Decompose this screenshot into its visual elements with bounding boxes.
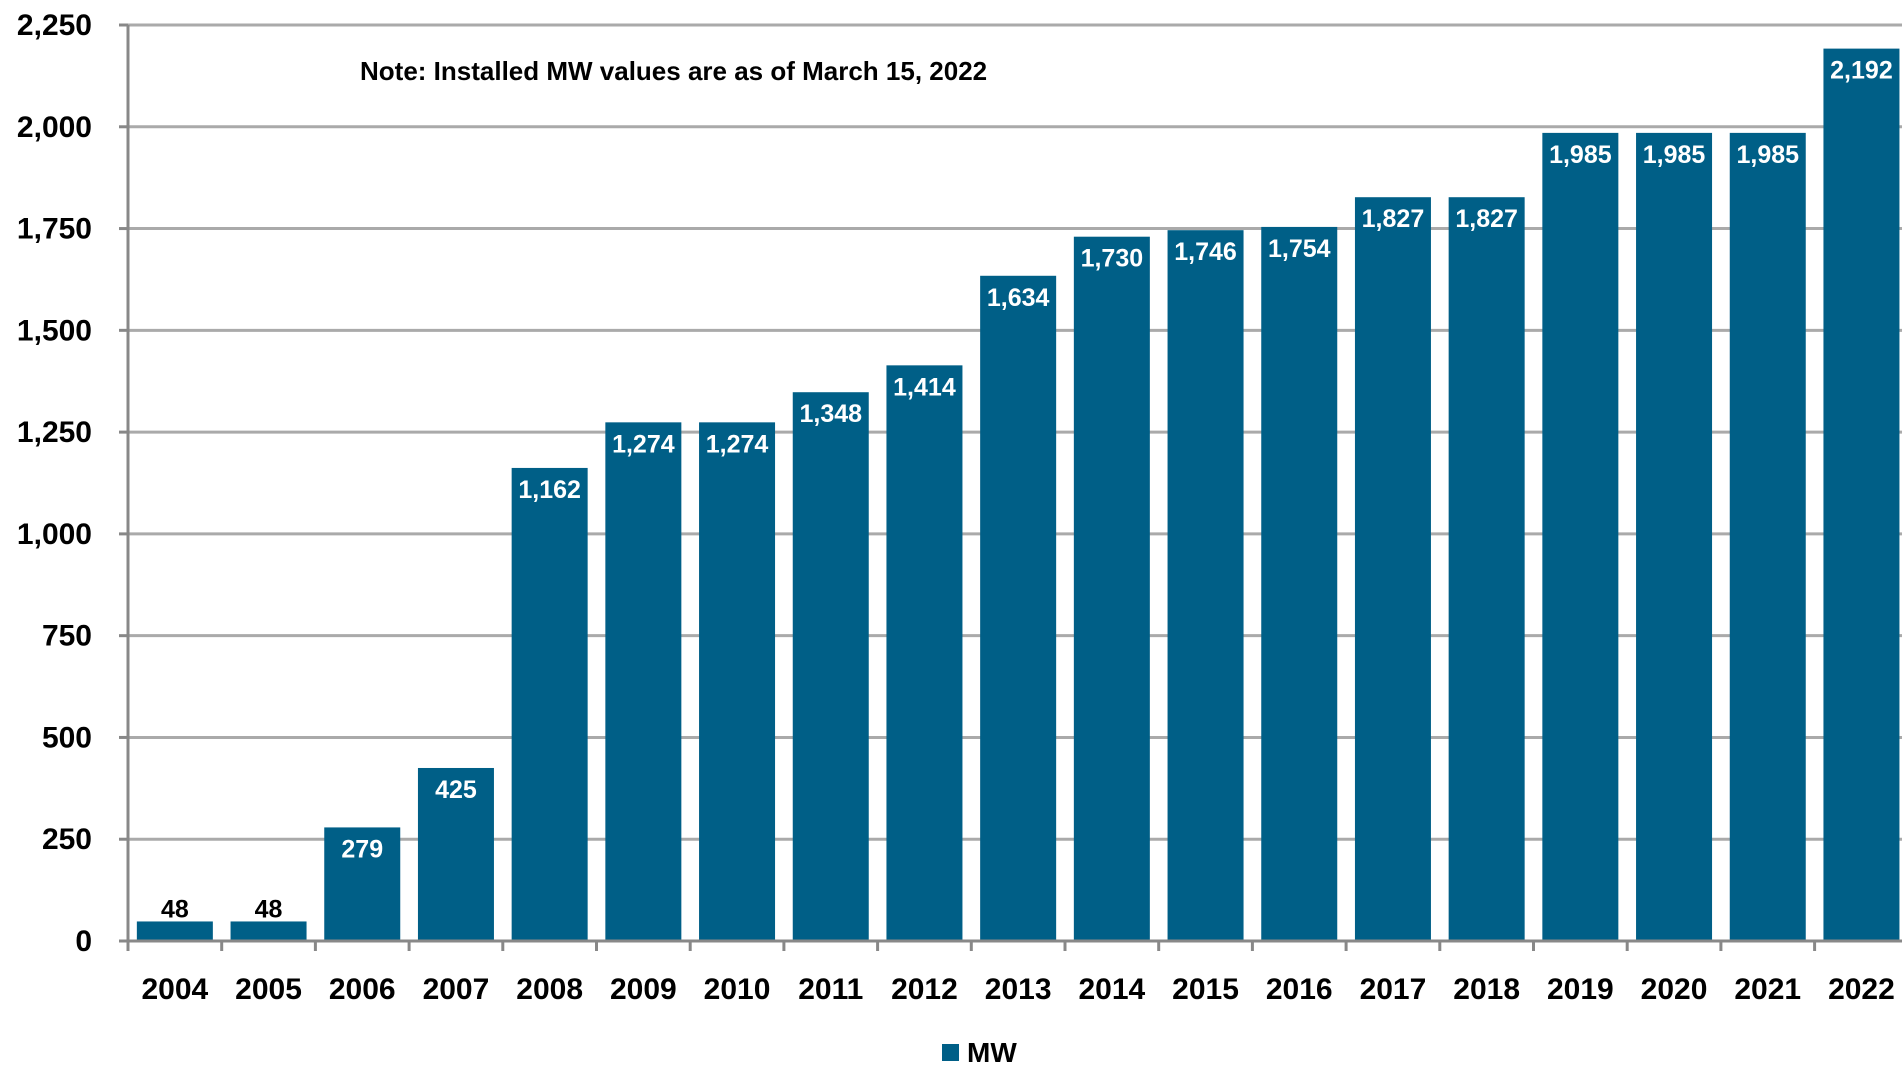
data-label: 1,162	[518, 476, 581, 504]
x-tick-label: 2008	[516, 973, 583, 1006]
y-tick-label: 1,750	[17, 213, 92, 246]
x-tick-label: 2017	[1360, 973, 1427, 1006]
bar	[1823, 48, 1900, 942]
legend: MW	[942, 1037, 1017, 1068]
bar	[511, 467, 588, 941]
x-tick-label: 2007	[423, 973, 490, 1006]
data-label: 1,985	[1736, 141, 1799, 169]
y-tick-label: 0	[75, 925, 92, 958]
legend-swatch	[942, 1044, 959, 1061]
chart-annotation: Note: Installed MW values are as of Marc…	[360, 56, 987, 86]
x-tick-label: 2015	[1172, 973, 1239, 1006]
x-tick-label: 2011	[798, 973, 863, 1006]
x-tick-label: 2018	[1453, 973, 1520, 1006]
y-tick-label: 250	[42, 823, 92, 856]
data-label: 1,730	[1081, 245, 1144, 273]
data-label: 1,348	[799, 400, 862, 428]
bar	[699, 422, 776, 941]
bar	[1636, 132, 1713, 941]
x-tick-label: 2016	[1266, 973, 1333, 1006]
x-tick-label: 2006	[329, 973, 396, 1006]
bar	[1448, 197, 1525, 941]
x-tick-label: 2014	[1078, 973, 1145, 1006]
bar	[1354, 197, 1431, 941]
bar	[1073, 236, 1150, 942]
data-label: 48	[161, 895, 189, 923]
data-label: 2,192	[1830, 57, 1893, 85]
bar	[980, 275, 1057, 941]
y-tick-label: 1,250	[17, 416, 92, 449]
y-tick-label: 2,250	[17, 9, 92, 42]
data-label: 1,746	[1174, 238, 1237, 266]
bar	[605, 422, 682, 941]
bars	[136, 48, 1900, 942]
data-label: 1,754	[1268, 235, 1331, 263]
x-tick-label: 2010	[704, 973, 771, 1006]
data-label: 1,827	[1455, 205, 1518, 233]
data-label: 1,274	[612, 430, 675, 458]
data-labels: 48 48 279 425 1,162 1,274 1,274 1,348 1,414 1,634…	[161, 57, 1893, 924]
bar	[886, 365, 963, 942]
data-label: 279	[341, 835, 383, 863]
bar	[1261, 226, 1338, 941]
bar	[1167, 230, 1244, 941]
y-tick-label: 750	[42, 620, 92, 653]
x-tick-label: 2020	[1641, 973, 1708, 1006]
legend-label: MW	[967, 1037, 1017, 1068]
bar	[792, 392, 869, 941]
data-label: 1,274	[706, 430, 769, 458]
y-axis-tick-labels: 0 250 500 750 1,000 1,250 1,500 1,750 2,000 2,250	[17, 9, 92, 958]
x-tick-label: 2004	[141, 973, 208, 1006]
bar	[417, 767, 494, 941]
x-tick-label: 2005	[235, 973, 302, 1006]
x-tick-label: 2013	[985, 973, 1052, 1006]
data-label: 1,985	[1549, 141, 1612, 169]
bar	[324, 827, 401, 941]
data-label: 1,634	[987, 284, 1050, 312]
bar	[1542, 132, 1619, 941]
bar	[136, 921, 213, 941]
y-tick-label: 2,000	[17, 111, 92, 144]
data-label: 1,985	[1643, 141, 1706, 169]
x-tick-label: 2009	[610, 973, 677, 1006]
x-tick-label: 2022	[1828, 973, 1895, 1006]
axes	[119, 23, 1902, 951]
x-tick-label: 2019	[1547, 973, 1614, 1006]
y-tick-label: 1,500	[17, 314, 92, 347]
data-label: 425	[435, 776, 477, 804]
data-label: 1,414	[893, 373, 956, 401]
data-label: 48	[255, 895, 283, 923]
x-tick-label: 2012	[891, 973, 958, 1006]
data-label: 1,827	[1362, 205, 1425, 233]
y-tick-label: 1,000	[17, 518, 92, 551]
y-tick-label: 500	[42, 721, 92, 754]
bar	[230, 921, 307, 941]
x-tick-label: 2021	[1734, 973, 1801, 1006]
bar	[1729, 132, 1806, 941]
x-axis-tick-labels: 2004 2005 2006 2007 2008 2009 2010 2011 2012 2013…	[141, 973, 1894, 1006]
